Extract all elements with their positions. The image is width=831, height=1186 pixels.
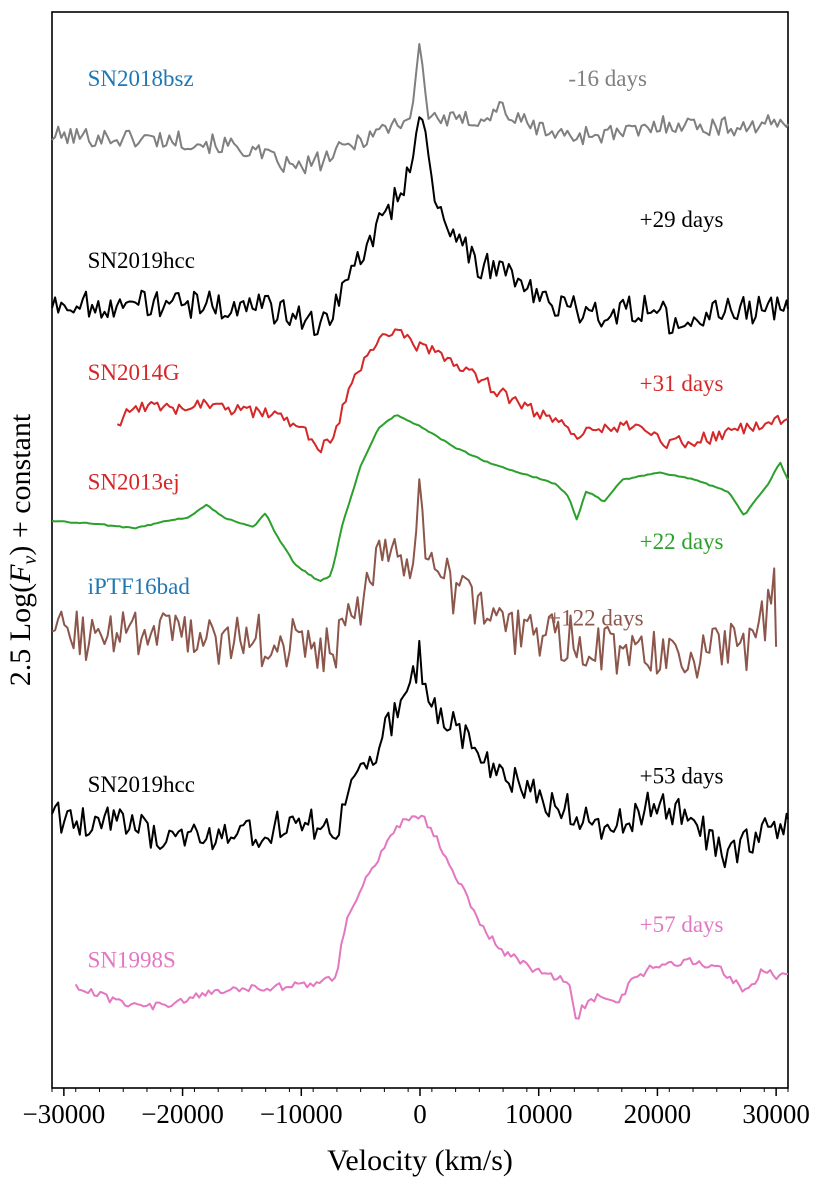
x-tick-label: −10000 bbox=[260, 1099, 343, 1129]
epoch-label: +31 days bbox=[640, 371, 724, 396]
spectrum-sn2019hcc-6 bbox=[51, 639, 789, 869]
spectrum-sn1998s-7 bbox=[74, 814, 789, 1020]
x-tick-label: −30000 bbox=[23, 1099, 106, 1129]
x-tick-label: 10000 bbox=[505, 1099, 573, 1129]
series-name-label: iPTF16bad bbox=[88, 574, 191, 599]
y-axis-title-variable: F bbox=[4, 564, 37, 584]
epoch-label: +22 days bbox=[640, 529, 724, 554]
spectrum-sn2014g-3 bbox=[116, 328, 789, 454]
spectrum-sn2018bsz-1 bbox=[51, 43, 789, 175]
epoch-label: -16 days bbox=[568, 66, 647, 91]
x-tick-label: −20000 bbox=[141, 1099, 224, 1129]
series-layer bbox=[51, 43, 789, 1020]
series-name-label: SN2019hcc bbox=[88, 772, 195, 797]
x-tick-label: 0 bbox=[413, 1099, 427, 1129]
series-name-label: SN2018bsz bbox=[88, 66, 194, 91]
spectrum-iptf16bad-5 bbox=[51, 478, 778, 679]
series-name-label: SN2014G bbox=[88, 360, 180, 385]
y-axis-title-prefix: 2.5 Log( bbox=[4, 583, 37, 686]
epoch-label: +29 days bbox=[640, 207, 724, 232]
spectrum-sn2013ej-4 bbox=[51, 414, 789, 582]
y-axis-title-suffix: ) + constant bbox=[4, 413, 37, 556]
x-tick-label: 20000 bbox=[624, 1099, 692, 1129]
y-axis-title: 2.5 Log(Fν) + constant bbox=[4, 413, 41, 686]
series-name-label: SN2019hcc bbox=[88, 248, 195, 273]
series-name-label: SN1998S bbox=[88, 947, 176, 972]
x-axis-ticks: −30000 −20000 −10000 0 10000 20000 30000 bbox=[23, 1088, 810, 1129]
label-layer: SN2018bsz -16 days SN2019hcc +29 days SN2014… bbox=[88, 66, 724, 972]
series-name-label: SN2013ej bbox=[88, 470, 180, 495]
x-tick-label: 30000 bbox=[742, 1099, 810, 1129]
x-axis-title: Velocity (km/s) bbox=[327, 1144, 513, 1177]
spectrum-sn2019hcc-2 bbox=[51, 116, 789, 336]
epoch-label: +53 days bbox=[640, 763, 724, 788]
epoch-label: +122 days bbox=[548, 605, 643, 630]
epoch-label: +57 days bbox=[640, 912, 724, 937]
y-axis-title-subscript: ν bbox=[19, 556, 41, 565]
